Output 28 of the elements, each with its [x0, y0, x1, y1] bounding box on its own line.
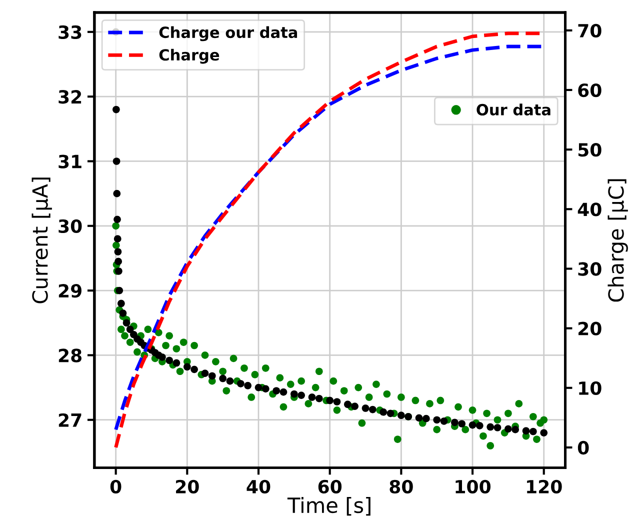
y-axis-title: Current [μA]: [32, 178, 52, 304]
x-tick-label: 100: [456, 480, 491, 494]
y2-tick-label: 40: [578, 202, 602, 216]
y-tick-label: 30: [58, 219, 82, 234]
y-tick-label: 27: [58, 413, 82, 427]
y2-tick-label: 70: [578, 24, 602, 38]
x-tick-label: 0: [110, 480, 122, 494]
x-tick-label: 60: [318, 480, 342, 494]
legend-label: Our data: [476, 104, 550, 116]
y2-tick-label: 60: [578, 83, 602, 98]
x-tick-label: 80: [390, 480, 413, 494]
y2-tick-label: 50: [578, 143, 602, 157]
y2-tick-label: 20: [578, 322, 602, 336]
y2-tick-label: 0: [578, 440, 589, 455]
legend-label: Charge: [159, 48, 220, 64]
x-tick-label: 20: [176, 480, 199, 494]
x-tick-label: 120: [527, 480, 562, 494]
y-tick-label: 28: [58, 348, 82, 362]
y-tick-label: 29: [58, 284, 82, 298]
legend-label: Charge our data: [159, 26, 298, 42]
y-tick-label: 32: [58, 90, 82, 104]
y2-axis-title: Charge [μC]: [608, 179, 628, 302]
x-tick-label: 40: [246, 480, 270, 494]
y-tick-label: 31: [58, 154, 82, 168]
x-axis-title: Time [s]: [287, 496, 370, 516]
y2-tick-label: 30: [578, 262, 602, 276]
y2-tick-label: 10: [579, 381, 602, 395]
y-tick-label: 33: [58, 25, 82, 40]
